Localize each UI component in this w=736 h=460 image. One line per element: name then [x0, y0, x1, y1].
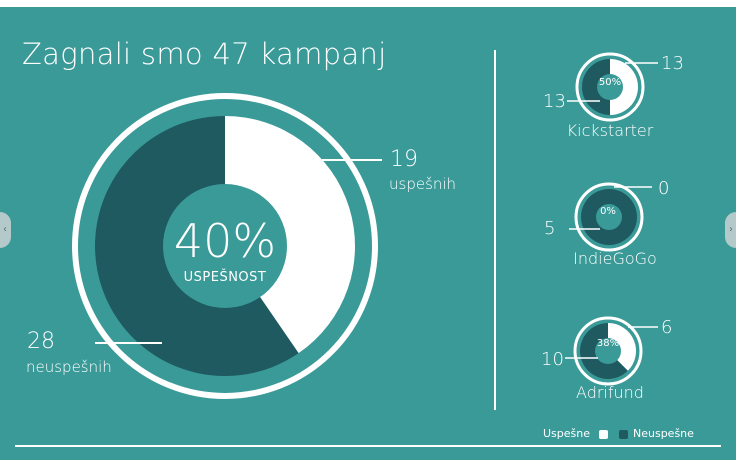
fail-count: 28	[27, 329, 55, 354]
legend-success-label: Uspešne	[543, 427, 591, 440]
kickstarter-label: Kickstarter	[566, 121, 654, 140]
adrifund-percent: 38%	[596, 338, 620, 349]
kickstarter-hole	[597, 74, 623, 100]
success-label: uspešnih	[389, 175, 457, 193]
donut-charts	[72, 52, 658, 399]
vertical-divider	[494, 50, 496, 410]
kickstarter-slice-success	[610, 59, 638, 115]
indiegogo-hole	[596, 204, 622, 230]
adrifund-ring	[573, 316, 643, 386]
legend-fail-label: Neuspešne	[633, 427, 694, 440]
legend-fail-swatch	[619, 430, 628, 439]
success-count: 19	[390, 147, 418, 172]
main-donut-hole	[163, 184, 287, 308]
adrifund-hole	[595, 338, 621, 364]
indiegogo-fail-count: 5	[544, 218, 556, 239]
success-rate-value: 40%	[173, 214, 277, 268]
main-slice-success	[225, 116, 355, 354]
indiegogo-percent: 0%	[600, 206, 616, 217]
kickstarter-percent: 50%	[598, 77, 622, 88]
slide: Zagnali smo 47 kampanj 40% USPEŠNOST 19 …	[0, 7, 736, 460]
kickstarter-fail-count: 13	[543, 91, 566, 112]
kickstarter-success-count: 13	[661, 53, 684, 74]
indiegogo-ring	[574, 182, 644, 252]
adrifund-label: Adrifund	[576, 383, 644, 402]
adrifund-fail-count: 10	[541, 349, 564, 370]
success-rate-caption: USPEŠNOST	[183, 270, 267, 285]
legend-success-swatch	[599, 430, 608, 439]
next-slide-button[interactable]: ›	[725, 212, 736, 248]
indiegogo-success-count: 0	[658, 178, 670, 199]
chevron-right-icon: ›	[729, 224, 733, 235]
indiegogo-label: IndieGoGo	[573, 249, 657, 268]
bottom-divider	[15, 445, 721, 447]
prev-slide-button[interactable]: ‹	[0, 212, 11, 248]
fail-label: neuspešnih	[26, 358, 112, 376]
page-title: Zagnali smo 47 kampanj	[22, 37, 387, 71]
chevron-left-icon: ‹	[3, 224, 7, 235]
kickstarter-ring	[575, 52, 645, 122]
adrifund-success-count: 6	[661, 317, 673, 338]
adrifund-slice-success	[608, 323, 636, 371]
main-donut-ring	[72, 93, 378, 399]
